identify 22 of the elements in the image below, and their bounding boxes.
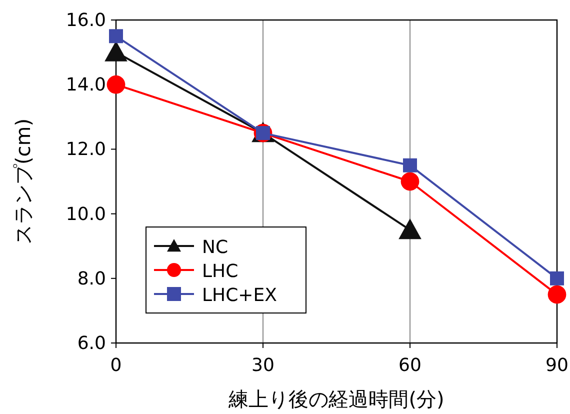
point bbox=[403, 158, 417, 172]
y-tick-label: 16.0 bbox=[66, 10, 106, 31]
y-tick-label: 12.0 bbox=[66, 139, 106, 160]
x-tick-label: 90 bbox=[546, 355, 568, 376]
legend-label: LHC bbox=[202, 261, 238, 282]
x-axis-title: 練上り後の経過時間(分) bbox=[228, 387, 444, 411]
point bbox=[398, 218, 422, 240]
legend-label: LHC+EX bbox=[202, 285, 277, 306]
x-tick-label: 60 bbox=[398, 355, 422, 376]
y-tick-label: 8.0 bbox=[77, 268, 106, 290]
x-tick-label: 0 bbox=[110, 355, 122, 376]
point bbox=[550, 271, 564, 286]
y-tick-label: 14.0 bbox=[66, 74, 106, 96]
legend-label: NC bbox=[202, 237, 228, 258]
y-axis-title: スランプ(cm) bbox=[11, 118, 35, 245]
y-tick-label: 10.0 bbox=[66, 204, 106, 225]
y-tick-label: 6.0 bbox=[77, 333, 106, 354]
point bbox=[400, 172, 420, 191]
point bbox=[106, 75, 126, 94]
x-tick-label: 30 bbox=[252, 355, 274, 376]
point bbox=[548, 285, 566, 304]
point bbox=[109, 29, 123, 44]
